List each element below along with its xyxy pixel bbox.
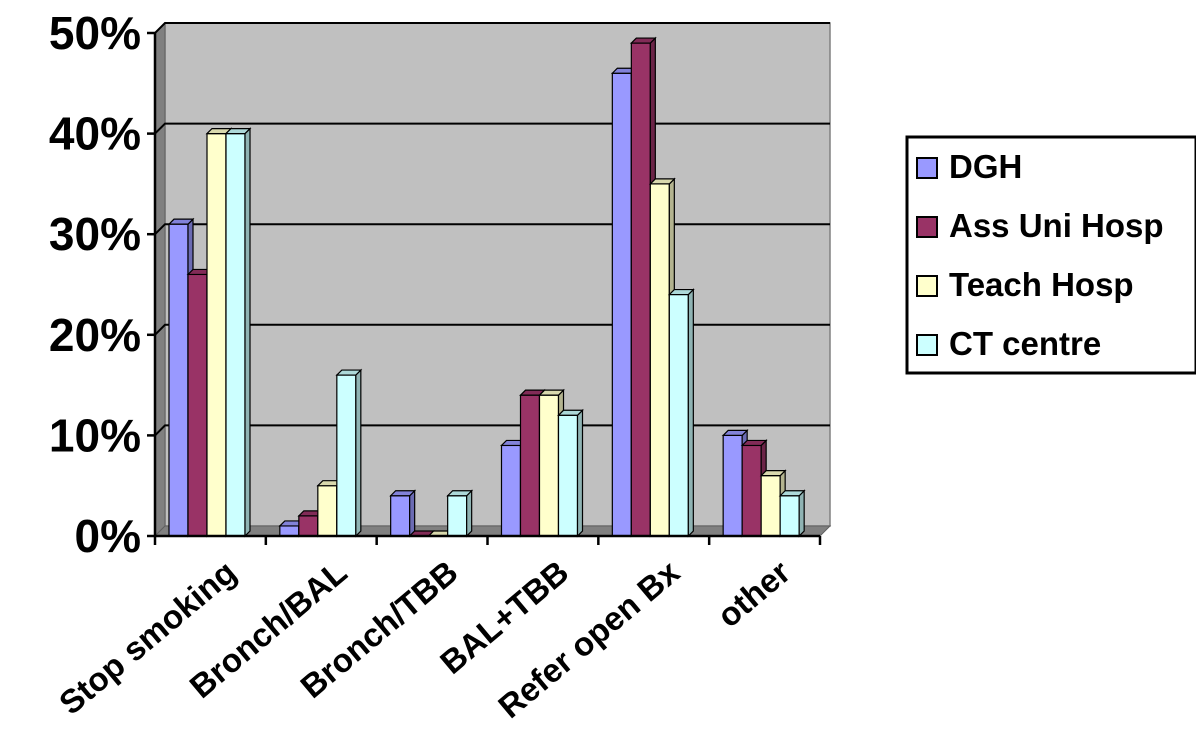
legend-swatch: [916, 334, 938, 356]
bar-top: [778, 490, 806, 497]
gridline: [154, 424, 830, 437]
bar-side: [466, 489, 473, 538]
legend-item: DGH: [916, 148, 1022, 185]
legend-swatch: [916, 275, 938, 297]
bar-front: [168, 223, 189, 537]
legend-box: [905, 135, 1196, 375]
bar-front: [722, 434, 743, 537]
bar-front: [187, 273, 208, 537]
bar-top: [389, 490, 417, 497]
y-tick-label: 30%: [49, 208, 141, 260]
bar-front: [279, 525, 300, 537]
gridline: [154, 122, 830, 135]
side-wall: [154, 21, 166, 538]
legend-item: Teach Hosp: [916, 266, 1134, 303]
legend-item: CT centre: [916, 325, 1101, 362]
legend-label: CT centre: [949, 325, 1101, 362]
bar: [778, 489, 806, 538]
bar-front: [779, 495, 800, 537]
bar-front: [630, 42, 651, 537]
y-tick-label: 40%: [49, 108, 141, 160]
legend-swatch: [916, 216, 938, 238]
bar-front: [225, 133, 246, 537]
bar-top: [446, 490, 474, 497]
y-tick-label: 0%: [75, 510, 141, 562]
y-tick-label: 20%: [49, 309, 141, 361]
bar: [557, 408, 584, 538]
bar-side: [244, 127, 251, 538]
bar-top: [538, 389, 565, 396]
bar-front: [390, 495, 411, 537]
bar-front: [668, 293, 689, 537]
bar-front: [206, 133, 227, 537]
bar-front: [611, 72, 632, 537]
bar: [389, 489, 417, 538]
legend-item: Ass Uni Hosp: [916, 207, 1164, 244]
bar-top: [224, 128, 252, 135]
bar-side: [409, 489, 416, 538]
legend-swatch: [916, 157, 938, 179]
bar-top: [740, 439, 768, 447]
bar-front: [298, 515, 319, 537]
bar-front: [741, 444, 762, 537]
y-axis-tick-labels: 0% 10% 20% 30% 40% 50%: [49, 7, 141, 562]
bar: [667, 288, 695, 538]
bar-front: [760, 475, 781, 537]
gridline: [154, 22, 830, 34]
bar-side: [798, 489, 805, 538]
bar-side: [355, 368, 362, 538]
y-tick-label: 50%: [49, 7, 141, 59]
bar-side: [687, 288, 694, 538]
legend-label: DGH: [949, 148, 1022, 185]
bar-top: [167, 218, 195, 225]
bar-top: [667, 288, 695, 296]
bar-front: [538, 394, 560, 537]
bar-top: [629, 37, 657, 44]
bar-top: [557, 409, 584, 416]
y-tick-label: 10%: [49, 409, 141, 461]
bar-front: [336, 374, 357, 537]
bar-side: [576, 408, 584, 538]
bar: [224, 127, 252, 538]
bar: [446, 489, 474, 538]
x-tick-label: other: [710, 553, 797, 634]
legend-label: Teach Hosp: [949, 266, 1134, 303]
gridlines: [154, 22, 830, 437]
legend: DGH Ass Uni Hosp Teach Hosp CT centre: [905, 135, 1196, 375]
bar-top: [335, 369, 363, 376]
bar-top: [759, 470, 787, 477]
bar-front: [519, 394, 541, 537]
bar-front: [317, 485, 338, 537]
legend-label: Ass Uni Hosp: [949, 207, 1164, 244]
bar: [335, 368, 363, 538]
bar-front: [500, 444, 522, 537]
gridline: [154, 323, 830, 336]
bars: [167, 36, 806, 538]
bar-front: [649, 183, 670, 537]
bar-top: [648, 178, 676, 185]
x-axis-tick-labels: Stop smokingBronch/BALBronch/TBBBAL+TBBR…: [52, 553, 797, 726]
bar-front: [557, 414, 579, 537]
bar-front: [447, 495, 468, 537]
axes: [147, 31, 822, 545]
bar-top: [721, 429, 749, 436]
gridline: [154, 223, 830, 235]
